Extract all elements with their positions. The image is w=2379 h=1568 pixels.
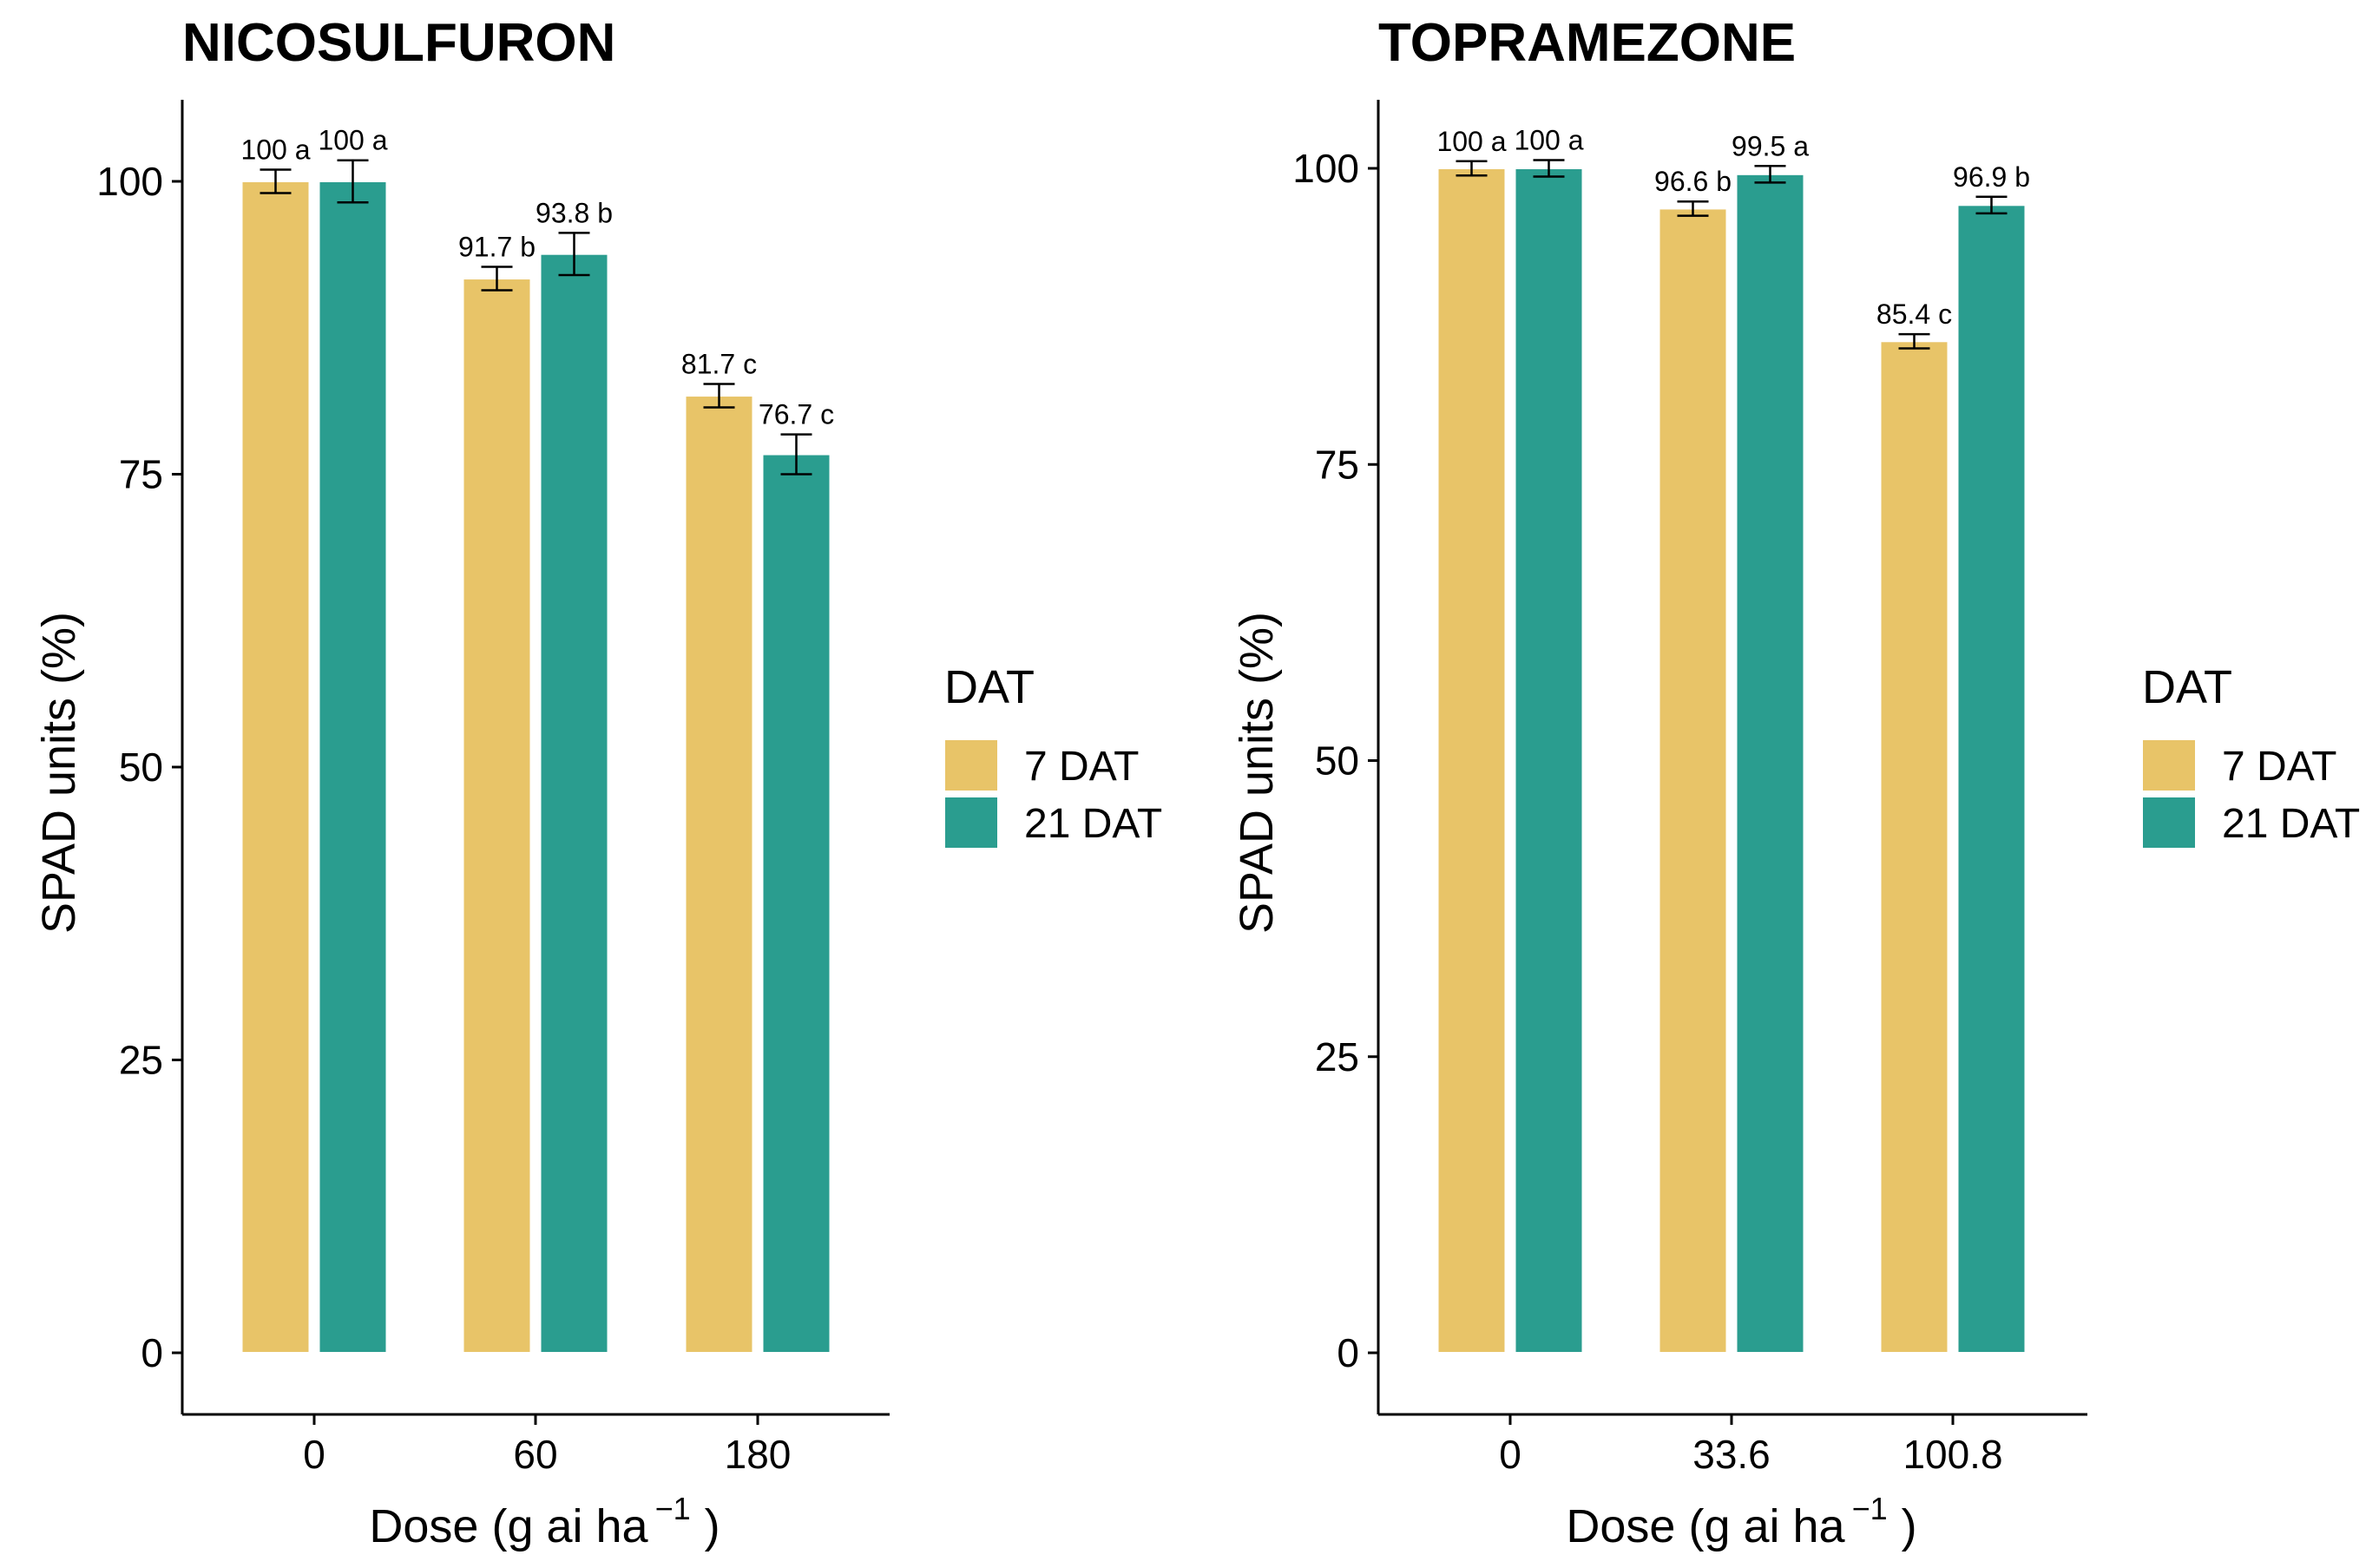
bar-7dat [684, 395, 754, 1354]
legend-title: DAT [2142, 661, 2232, 713]
data-label: 100 a [1514, 124, 1583, 155]
legend-swatch-21dat [2141, 796, 2197, 850]
x-axis-title-sup: −1 [655, 1491, 691, 1526]
y-tick-label: 75 [1315, 442, 1359, 487]
data-label: 85.4 c [1876, 299, 1952, 330]
data-label: 91.7 b [458, 232, 536, 263]
y-tick-label: 75 [119, 452, 163, 497]
data-label: 93.8 b [536, 197, 613, 228]
legend-title: DAT [944, 661, 1035, 713]
bar-7dat [1658, 207, 1728, 1354]
bar-21dat [761, 453, 831, 1354]
bar-21dat [1956, 204, 2027, 1355]
legend-label: 21 DAT [1024, 801, 1162, 847]
bar-7dat [240, 180, 311, 1354]
data-label: 100 a [1436, 126, 1506, 157]
x-axis-title-main: Dose (g ai ha [369, 1500, 648, 1552]
x-axis-title-sup: −1 [1852, 1491, 1888, 1526]
x-tick-label: 0 [1499, 1432, 1521, 1477]
bar-21dat [1735, 173, 1805, 1355]
data-label: 96.9 b [1953, 161, 2030, 193]
bar-21dat [318, 180, 388, 1354]
y-tick-label: 0 [141, 1330, 163, 1375]
legend-label: 7 DAT [1024, 744, 1139, 790]
legend-swatch-7dat [943, 738, 999, 792]
legend-label: 7 DAT [2222, 744, 2336, 790]
y-axis-title: SPAD units (%) [1231, 612, 1283, 934]
x-axis-title: Dose (g ai ha −1) [1566, 1491, 1916, 1552]
y-tick-label: 100 [96, 159, 163, 204]
data-label: 76.7 c [759, 399, 834, 430]
legend-swatch-21dat [943, 796, 999, 850]
y-tick-label: 25 [119, 1038, 163, 1083]
bar-7dat [1879, 340, 1949, 1354]
chart-panel-0: NICOSULFURON 0 25 50 75 100 SPAD units (%) 0 60 1… [33, 13, 1162, 1552]
data-label: 96.6 b [1654, 166, 1732, 197]
y-tick-label: 0 [1337, 1330, 1359, 1375]
y-tick-label: 100 [1292, 146, 1359, 191]
y-tick-label: 25 [1315, 1034, 1359, 1079]
bar-7dat [462, 278, 532, 1354]
x-axis-title-end: ) [1902, 1500, 1917, 1552]
x-tick-label: 100.8 [1903, 1432, 2002, 1477]
x-axis-title: Dose (g ai ha −1) [369, 1491, 720, 1552]
x-tick-label: 0 [303, 1432, 325, 1477]
x-tick-label: 180 [725, 1432, 792, 1477]
legend-label: 21 DAT [2222, 801, 2360, 847]
y-tick-label: 50 [1315, 738, 1359, 784]
chart-title: NICOSULFURON [182, 13, 615, 73]
data-label: 100 a [240, 134, 310, 166]
chart-title: TOPRAMEZONE [1378, 13, 1796, 73]
bar-21dat [539, 253, 609, 1355]
bar-21dat [1514, 167, 1584, 1354]
y-tick-label: 50 [119, 745, 163, 790]
bar-7dat [1436, 167, 1507, 1354]
x-axis-title-end: ) [705, 1500, 720, 1552]
data-label: 99.5 a [1732, 130, 1809, 161]
data-label: 100 a [318, 125, 387, 156]
y-axis-title: SPAD units (%) [33, 612, 85, 934]
x-tick-label: 33.6 [1692, 1432, 1771, 1477]
x-tick-label: 60 [513, 1432, 557, 1477]
legend-swatch-7dat [2141, 738, 2197, 792]
x-axis-title-main: Dose (g ai ha [1566, 1500, 1845, 1552]
data-label: 81.7 c [681, 349, 757, 380]
chart-panel-1: TOPRAMEZONE 0 25 50 75 100 SPAD units (%) 0 33.6… [1231, 13, 2360, 1552]
